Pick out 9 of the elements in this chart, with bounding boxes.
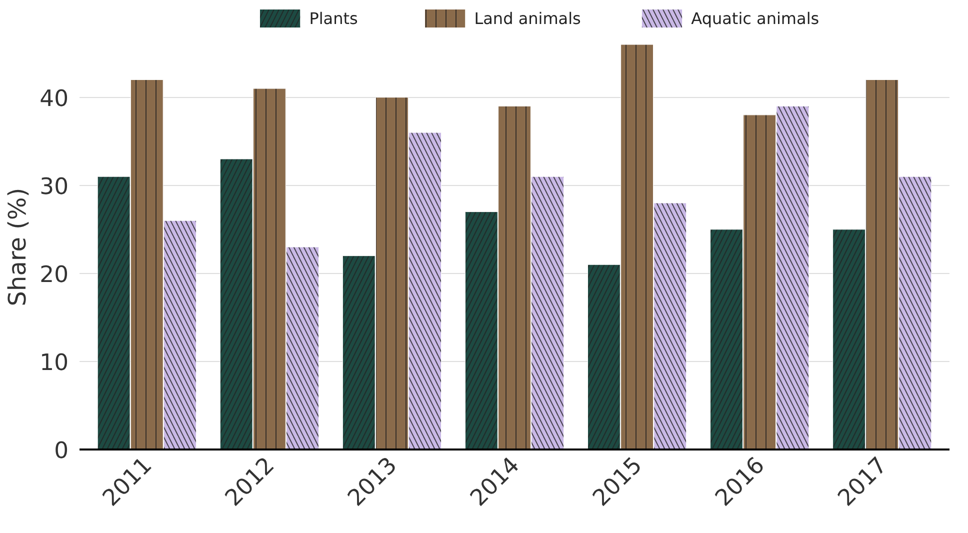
legend-label: Land animals — [474, 9, 581, 28]
y-axis-title: Share (%) — [4, 188, 32, 306]
y-tick-label: 30 — [40, 174, 69, 200]
y-tick-label: 20 — [40, 262, 69, 288]
y-tick-label: 0 — [54, 438, 69, 464]
y-tick-label: 40 — [40, 86, 69, 112]
y-tick-label: 10 — [40, 350, 69, 376]
legend-label: Plants — [309, 9, 358, 28]
legend-label: Aquatic animals — [691, 9, 820, 28]
